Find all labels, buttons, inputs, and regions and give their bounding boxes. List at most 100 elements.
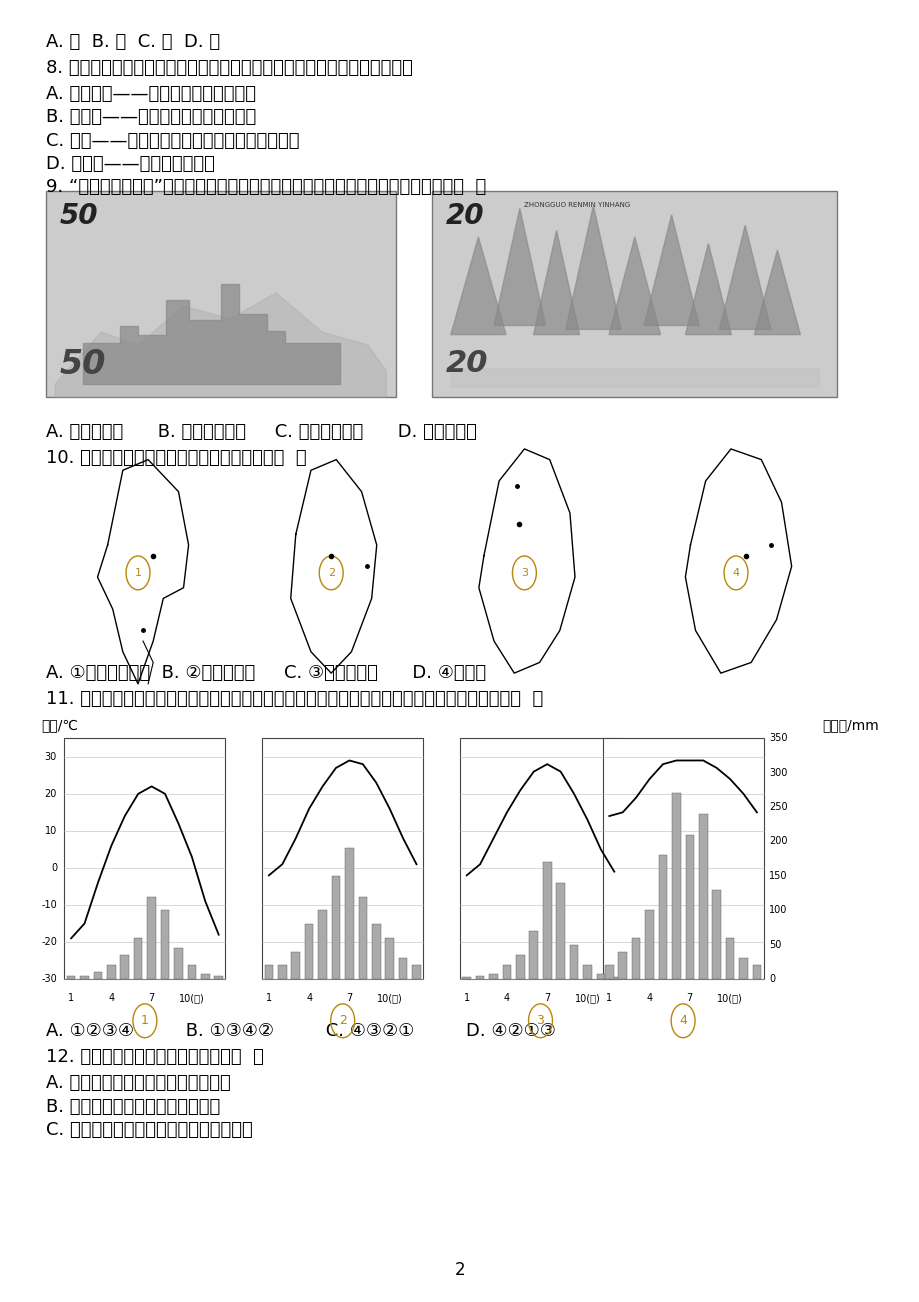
Polygon shape — [643, 215, 698, 326]
Text: 0: 0 — [51, 863, 57, 872]
Text: 10(月): 10(月) — [574, 993, 600, 1004]
Polygon shape — [83, 285, 340, 384]
Bar — [685, 835, 693, 979]
Text: 4: 4 — [678, 1014, 686, 1027]
Text: 4: 4 — [108, 993, 114, 1004]
Text: 20: 20 — [446, 202, 484, 230]
Text: 1: 1 — [266, 993, 272, 1004]
Polygon shape — [450, 237, 505, 335]
Text: 10(月): 10(月) — [377, 993, 403, 1004]
Text: 4: 4 — [306, 993, 312, 1004]
Text: A. 藏族、壮族      B. 高山族、满族     C. 傣族、蒙古族      D. 苗族、回族: A. 藏族、壮族 B. 高山族、满族 C. 傣族、蒙古族 D. 苗族、回族 — [46, 423, 476, 441]
Text: ZHONGGUO RENMIN YINHANG: ZHONGGUO RENMIN YINHANG — [524, 202, 630, 208]
Bar — [67, 975, 75, 979]
Text: 300: 300 — [768, 768, 787, 777]
Text: 50: 50 — [60, 202, 98, 230]
Text: A. ①－－呼和浩特  B. ②－－－长沙     C. ③－－－济南      D. ④－拉萨: A. ①－－呼和浩特 B. ②－－－长沙 C. ③－－－济南 D. ④－拉萨 — [46, 664, 485, 682]
Text: 10: 10 — [45, 825, 57, 836]
Bar — [371, 924, 380, 979]
Text: 150: 150 — [768, 871, 787, 881]
Bar — [174, 948, 183, 979]
Bar — [502, 965, 511, 979]
Bar — [542, 862, 550, 979]
Polygon shape — [754, 250, 800, 335]
Bar — [516, 954, 524, 979]
Bar — [698, 814, 707, 979]
Polygon shape — [450, 368, 818, 387]
Bar — [200, 974, 210, 979]
Text: 50: 50 — [768, 940, 780, 949]
Text: 7: 7 — [346, 993, 352, 1004]
Text: B. 蒙古族——那达慕大会，赛马、搅跤: B. 蒙古族——那达慕大会，赛马、搅跤 — [46, 108, 256, 126]
Text: 200: 200 — [768, 836, 787, 846]
Text: 1: 1 — [606, 993, 612, 1004]
Bar — [265, 965, 273, 979]
Bar — [596, 974, 605, 979]
Bar — [304, 924, 313, 979]
Text: 气温/℃: 气温/℃ — [41, 717, 78, 732]
Bar — [462, 976, 471, 979]
Text: 4: 4 — [732, 568, 739, 578]
Bar — [120, 954, 129, 979]
Text: A. 甲  B. 乙  C. 丙  D. 丁: A. 甲 B. 乙 C. 丙 D. 丁 — [46, 33, 220, 51]
Text: 20: 20 — [45, 789, 57, 799]
Bar — [752, 965, 760, 979]
Text: 1: 1 — [463, 993, 470, 1004]
Text: A. 四川盆地、内蒙古高原、华北平原: A. 四川盆地、内蒙古高原、华北平原 — [46, 1074, 231, 1092]
Text: 2: 2 — [454, 1260, 465, 1279]
Text: -30: -30 — [41, 974, 57, 984]
Text: 9. “人民币上学地理”，下面人民币上依次所显示的景观分布地区的主要少数民族是（  ）: 9. “人民币上学地理”，下面人民币上依次所显示的景观分布地区的主要少数民族是（… — [46, 178, 486, 197]
FancyBboxPatch shape — [262, 738, 423, 979]
Polygon shape — [565, 206, 620, 329]
Text: 1: 1 — [68, 993, 74, 1004]
Bar — [412, 965, 420, 979]
Bar — [345, 849, 353, 979]
Bar — [134, 937, 142, 979]
Bar — [385, 937, 393, 979]
Text: 50: 50 — [60, 349, 107, 381]
Text: 250: 250 — [768, 802, 787, 812]
Text: 2: 2 — [327, 568, 335, 578]
FancyBboxPatch shape — [64, 738, 225, 979]
Bar — [672, 793, 680, 979]
Polygon shape — [55, 293, 386, 397]
Bar — [738, 958, 747, 979]
Text: A. 维吾尔族——长鼓舞，信仰伊斯兰教: A. 维吾尔族——长鼓舞，信仰伊斯兰教 — [46, 85, 255, 103]
Text: -10: -10 — [41, 900, 57, 910]
Text: A. ①②③④         B. ①③④②         C. ④③②①         D. ④②①③: A. ①②③④ B. ①③④② C. ④③②① D. ④②①③ — [46, 1022, 555, 1040]
Polygon shape — [608, 237, 660, 335]
Bar — [489, 974, 497, 979]
Bar — [618, 952, 627, 979]
Text: 10(月): 10(月) — [717, 993, 743, 1004]
Bar — [318, 910, 326, 979]
Text: 20: 20 — [446, 349, 488, 378]
Bar — [187, 965, 196, 979]
Bar — [658, 855, 666, 979]
Bar — [80, 975, 89, 979]
Text: 7: 7 — [148, 993, 154, 1004]
Bar — [529, 931, 538, 979]
FancyBboxPatch shape — [46, 191, 395, 397]
Text: 7: 7 — [686, 993, 692, 1004]
Text: 30: 30 — [45, 751, 57, 762]
Text: -20: -20 — [41, 937, 57, 947]
Bar — [644, 910, 653, 979]
Text: C. 傣族——居住干栏式木楼，民族乐器为冬不拉: C. 傣族——居住干栏式木楼，民族乐器为冬不拉 — [46, 132, 300, 150]
Polygon shape — [533, 230, 579, 335]
Text: 1: 1 — [134, 568, 142, 578]
Polygon shape — [494, 208, 545, 326]
Bar — [161, 910, 169, 979]
Text: 10(月): 10(月) — [179, 993, 205, 1004]
Text: C. 喜马拉雅山脉、塔里木盆地、黄土高原: C. 喜马拉雅山脉、塔里木盆地、黄土高原 — [46, 1121, 253, 1139]
Text: 10. 下列省级行政区的行政中心配对正确的是（  ）: 10. 下列省级行政区的行政中心配对正确的是（ ） — [46, 449, 306, 467]
Polygon shape — [685, 243, 731, 335]
Bar — [107, 965, 116, 979]
Bar — [278, 965, 287, 979]
Text: 0: 0 — [768, 974, 775, 984]
FancyBboxPatch shape — [432, 191, 836, 397]
Text: D. 朝鲜族——泼水节，孔雀舞: D. 朝鲜族——泼水节，孔雀舞 — [46, 155, 215, 173]
Bar — [569, 945, 578, 979]
Text: 2: 2 — [338, 1014, 346, 1027]
Bar — [94, 973, 102, 979]
Bar — [631, 937, 640, 979]
